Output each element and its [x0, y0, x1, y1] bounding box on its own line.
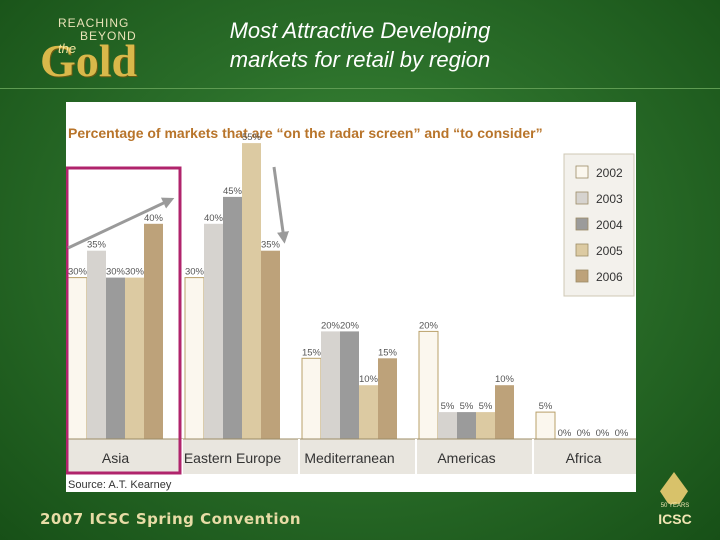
- bar-asia-2005: [125, 277, 144, 439]
- bar-eastern-europe-2004: [223, 196, 242, 439]
- data-label: 5%: [479, 401, 493, 412]
- legend-swatch-2006: [575, 269, 589, 283]
- data-label: 0%: [577, 428, 591, 439]
- bar-eastern-europe-2006: [261, 250, 280, 439]
- bar-mediterranean-2003: [321, 331, 340, 439]
- convention-footer: 2007 ICSC Spring Convention: [40, 510, 302, 528]
- legend-label-2003: 2003: [596, 192, 623, 206]
- data-label: 0%: [558, 428, 572, 439]
- data-label: 40%: [144, 213, 164, 224]
- data-label: 45%: [223, 186, 243, 197]
- bar-africa-2002: [535, 411, 556, 440]
- data-label: 15%: [378, 347, 398, 358]
- data-label: 35%: [87, 240, 107, 251]
- bar-eastern-europe-2002: [184, 277, 205, 440]
- logo-line-3: the: [58, 41, 77, 56]
- asia-highlight-box: [66, 166, 182, 475]
- flame-icon: [660, 472, 688, 504]
- bar-americas-2006: [495, 385, 514, 439]
- bar-eastern-europe-2005: [242, 143, 261, 439]
- bar-americas-2004: [457, 412, 476, 439]
- bar-asia-2006: [144, 223, 163, 439]
- logo-line-2: BEYOND: [80, 29, 137, 43]
- bar-chart: Percentage of markets that are “on the r…: [66, 125, 636, 491]
- bar-eastern-europe-2003: [204, 223, 223, 439]
- bar-mediterranean-2006: [378, 358, 397, 439]
- data-label: 30%: [68, 267, 88, 278]
- category-label: Mediterranean: [304, 450, 394, 466]
- slide-title: Most Attractive Developing markets for r…: [190, 16, 530, 74]
- data-label: 20%: [321, 320, 341, 331]
- bar-americas-2003: [438, 412, 457, 439]
- data-label: 20%: [340, 320, 360, 331]
- category-band: [66, 439, 636, 474]
- data-label: 0%: [596, 428, 610, 439]
- data-label: 30%: [125, 267, 145, 278]
- bar-asia-2003: [87, 250, 106, 439]
- data-label: 5%: [460, 401, 474, 412]
- bar-mediterranean-2002: [301, 357, 322, 440]
- data-label: 30%: [185, 267, 205, 278]
- logo-line-4: Gold: [40, 35, 138, 86]
- chart-source: Source: A.T. Kearney: [68, 479, 172, 491]
- data-label: 30%: [106, 267, 126, 278]
- bar-americas-2002: [418, 330, 439, 440]
- falling-trend-arrow: [272, 166, 289, 244]
- bar-mediterranean-2004: [340, 331, 359, 439]
- legend-label-2006: 2006: [596, 270, 623, 284]
- data-label: 35%: [261, 240, 281, 251]
- category-label: Asia: [102, 450, 129, 466]
- data-label: 15%: [302, 347, 322, 358]
- data-label: 5%: [539, 401, 553, 412]
- data-label: 10%: [495, 374, 515, 385]
- category-label: Africa: [566, 450, 602, 466]
- slide-title-line-2: markets for retail by region: [229, 47, 491, 72]
- category-label: Americas: [437, 450, 495, 466]
- data-label: 0%: [615, 428, 629, 439]
- bar-mediterranean-2005: [359, 385, 378, 439]
- data-label: 10%: [359, 374, 379, 385]
- header-divider: [0, 88, 720, 89]
- legend-swatch-2002: [575, 165, 589, 179]
- legend-label-2002: 2002: [596, 166, 623, 180]
- data-label: 5%: [441, 401, 455, 412]
- legend-label-2004: 2004: [596, 218, 623, 232]
- data-label: 55%: [242, 132, 262, 143]
- chart-title: Percentage of markets that are “on the r…: [68, 125, 543, 141]
- legend-swatch-2004: [575, 217, 589, 231]
- bar-asia-2002: [67, 277, 88, 440]
- badge-org: ICSC: [658, 511, 692, 527]
- badge-years: 50 YEARS: [660, 503, 690, 509]
- logo-line-1: REACHING: [58, 16, 130, 30]
- reaching-beyond-the-gold-logo: REACHING BEYOND Gold the: [30, 8, 180, 86]
- category-label: Eastern Europe: [184, 450, 281, 466]
- data-label: 40%: [204, 213, 224, 224]
- legend-swatch-2003: [575, 191, 589, 205]
- legend-label-2005: 2005: [596, 244, 623, 258]
- slide-title-line-1: Most Attractive Developing: [229, 18, 491, 43]
- data-label: 20%: [419, 320, 439, 331]
- bar-americas-2005: [476, 412, 495, 439]
- chart-panel: Percentage of markets that are “on the r…: [66, 102, 636, 492]
- slide-header: REACHING BEYOND Gold the Most Attractive…: [0, 0, 720, 86]
- legend-swatch-2005: [575, 243, 589, 257]
- bar-asia-2004: [106, 277, 125, 439]
- rising-trend-arrow: [67, 197, 175, 250]
- icsc-50-years-badge: 50 YEARS ICSC: [652, 472, 698, 530]
